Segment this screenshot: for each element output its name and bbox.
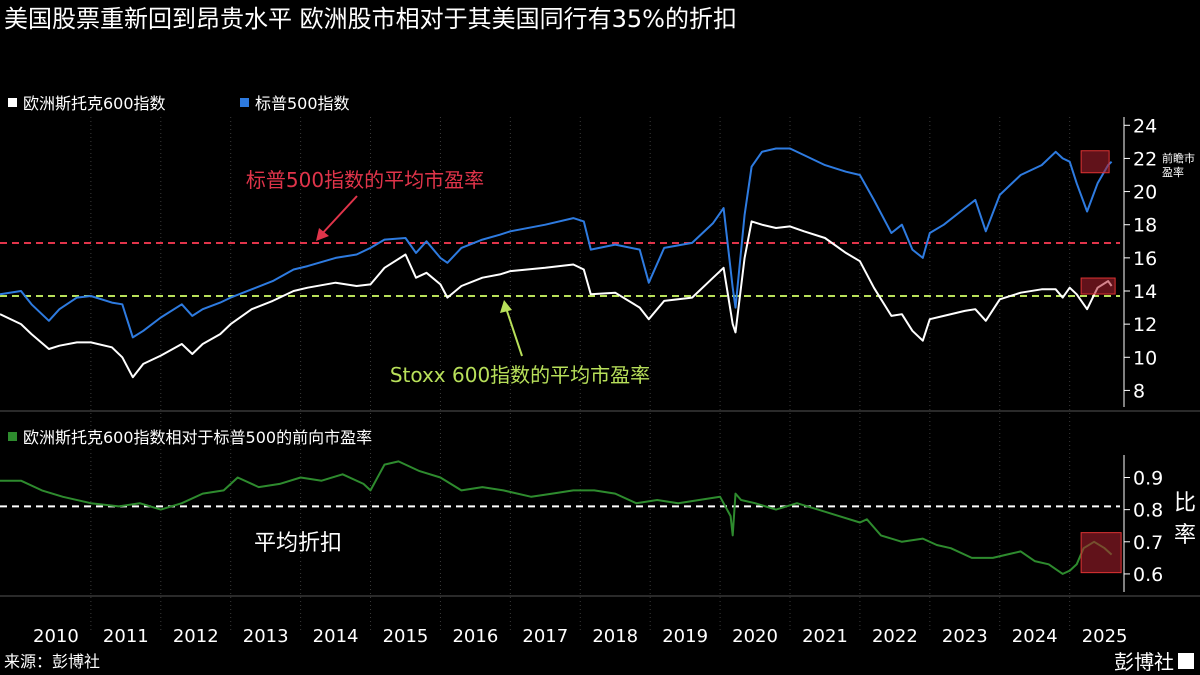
source-note: 来源：彭博社 [4, 652, 101, 671]
x-tick-label: 2022 [872, 626, 918, 647]
y-axis-label-top: 前瞻市盈率 [1162, 151, 1195, 179]
legend-label-sp: 标普500指数 [255, 94, 350, 113]
series-line-ratio [0, 460, 1113, 575]
brand-mark-icon [1178, 652, 1194, 669]
x-tick-label: 2017 [522, 626, 568, 647]
highlight-box-ratio [1080, 532, 1122, 574]
y-tick-label: 14 [1133, 281, 1157, 303]
y-tick-label: 8 [1133, 380, 1145, 402]
highlight-box-sp500 [1080, 150, 1110, 174]
annotation-arrow-stoxx [505, 307, 523, 357]
legend-swatch-stoxx [8, 97, 17, 107]
y-axis-label-bottom: 比 [1174, 491, 1196, 516]
x-tick-label: 2011 [103, 626, 149, 647]
legend-stoxx: 欧洲斯托克600指数 [8, 90, 166, 114]
series-line-sp500 [0, 147, 1113, 339]
annotation-arrowhead-stoxx [500, 300, 512, 313]
legend-ratio: 欧洲斯托克600指数相对于标普500的前向市盈率 [8, 424, 372, 448]
y-tick-label: 10 [1133, 347, 1157, 369]
y-tick-label: 0.9 [1133, 468, 1163, 490]
y-tick-label: 0.8 [1133, 500, 1163, 522]
y-tick-label: 16 [1133, 248, 1157, 270]
y-tick-label: 0.6 [1133, 564, 1163, 586]
y-tick-label: 20 [1133, 182, 1157, 204]
x-tick-label: 2021 [802, 626, 848, 647]
legend-label-stoxx: 欧洲斯托克600指数 [23, 94, 166, 113]
brand-logo: 彭博社 [1114, 646, 1194, 675]
y-tick-label: 12 [1133, 314, 1157, 336]
x-tick-label: 2010 [33, 626, 79, 647]
x-tick-label: 2018 [592, 626, 638, 647]
annotation-sp-average: 标普500指数的平均市盈率 [246, 168, 484, 192]
annotation-arrow-sp [319, 195, 358, 237]
legend-sp: 标普500指数 [240, 90, 350, 114]
series-line-stoxx600 [0, 220, 1113, 379]
annotation-stoxx-average: Stoxx 600指数的平均市盈率 [390, 363, 650, 387]
x-tick-label: 2020 [732, 626, 778, 647]
y-tick-label: 0.7 [1133, 532, 1163, 554]
x-tick-label: 2013 [243, 626, 289, 647]
x-tick-label: 2012 [173, 626, 219, 647]
y-tick-label: 18 [1133, 215, 1157, 237]
x-tick-label: 2014 [313, 626, 359, 647]
x-tick-label: 2015 [383, 626, 429, 647]
brand-name: 彭博社 [1114, 650, 1174, 674]
x-tick-label: 2016 [452, 626, 498, 647]
x-tick-label: 2024 [1012, 626, 1058, 647]
x-tick-label: 2025 [1082, 626, 1128, 647]
legend-label-ratio: 欧洲斯托克600指数相对于标普500的前向市盈率 [23, 428, 373, 447]
y-tick-label: 22 [1133, 148, 1157, 170]
x-tick-label: 2023 [942, 626, 988, 647]
y-axis-label-bottom: 率 [1174, 523, 1196, 548]
annotation-arrowhead-sp [316, 228, 329, 241]
x-tick-label: 2019 [662, 626, 708, 647]
annotation-average-discount: 平均折扣 [254, 531, 342, 556]
y-tick-label: 24 [1133, 115, 1157, 137]
highlight-box-stoxx600 [1080, 277, 1116, 295]
legend-swatch-sp [240, 97, 249, 107]
legend-swatch-ratio [8, 431, 17, 441]
chart-title: 美国股票重新回到昂贵水平 欧洲股市相对于其美国同行有35%的折扣 [4, 5, 737, 33]
